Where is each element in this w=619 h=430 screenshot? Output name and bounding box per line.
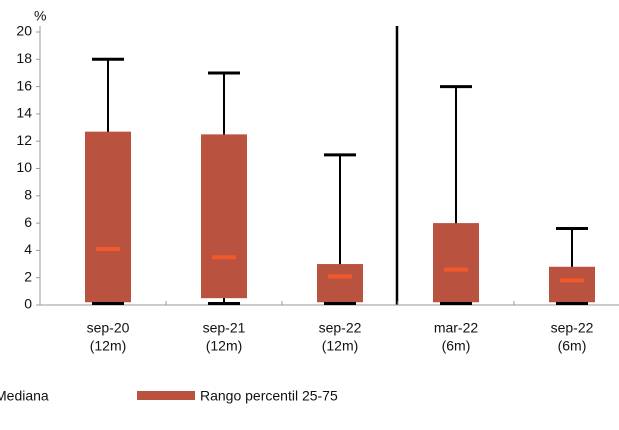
- box: [433, 223, 479, 303]
- x-tick-label: (12m): [90, 338, 127, 354]
- legend-label: Mediana: [0, 388, 49, 404]
- x-tick-label: sep-22: [319, 320, 362, 336]
- y-tick-label: 14: [16, 105, 32, 121]
- x-tick-label: (12m): [206, 338, 243, 354]
- x-tick-label: (6m): [442, 338, 471, 354]
- box: [85, 131, 131, 303]
- y-unit: %: [34, 8, 46, 24]
- x-tick-label: sep-22: [551, 320, 594, 336]
- x-tick-label: sep-20: [87, 320, 130, 336]
- y-tick-label: 6: [24, 214, 32, 230]
- x-tick-label: (12m): [322, 338, 359, 354]
- legend-swatch-box: [137, 391, 195, 400]
- legend-label: Rango percentil 25-75: [200, 388, 338, 404]
- y-tick-label: 2: [24, 268, 32, 284]
- box: [317, 264, 363, 303]
- y-tick-label: 8: [24, 187, 32, 203]
- y-tick-label: 12: [16, 132, 32, 148]
- y-tick-label: 4: [24, 241, 32, 257]
- box: [549, 266, 595, 303]
- y-tick-label: 10: [16, 159, 32, 175]
- y-tick-label: 0: [24, 296, 32, 312]
- y-tick-label: 16: [16, 77, 32, 93]
- x-tick-label: (6m): [558, 338, 587, 354]
- x-tick-label: mar-22: [434, 320, 479, 336]
- box: [201, 134, 247, 299]
- y-tick-label: 20: [16, 23, 32, 39]
- y-tick-label: 18: [16, 50, 32, 66]
- x-tick-label: sep-21: [203, 320, 246, 336]
